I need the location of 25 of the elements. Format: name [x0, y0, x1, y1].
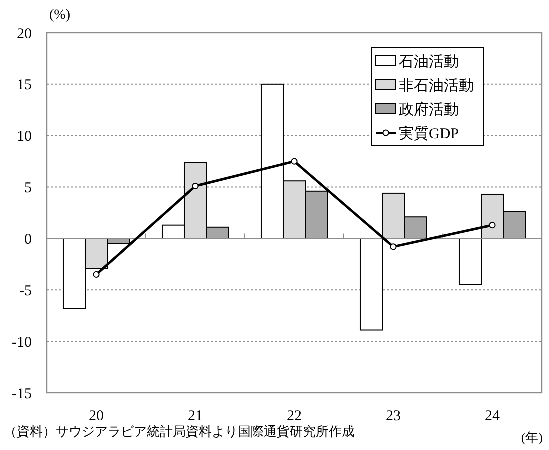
y-tick-label: 0	[24, 232, 32, 248]
x-tick-label: 20	[89, 408, 104, 424]
legend-label: 政府活動	[399, 101, 459, 118]
y-tick-label: 5	[24, 180, 32, 197]
point	[291, 158, 298, 165]
legend-label: 石油活動	[399, 53, 459, 70]
x-tick-label: 23	[386, 408, 401, 424]
point	[93, 271, 100, 278]
x-tick-label: 24	[485, 408, 500, 424]
x-tick-label: 21	[188, 408, 203, 424]
y-tick-label: 15	[17, 78, 32, 94]
point	[390, 244, 397, 250]
point	[192, 182, 199, 190]
x-axis-title: (年)	[521, 430, 543, 445]
y-tick-label: 10	[17, 129, 32, 146]
y-tick-label: -15	[12, 386, 32, 402]
x-tick-label: 22	[287, 408, 302, 424]
y-tick-label: -5	[20, 283, 32, 300]
legend-label: 非石油活動	[399, 77, 474, 94]
y-axis-title: (%)	[50, 8, 71, 23]
legend-label: 実質GDP	[399, 125, 460, 142]
y-tick-label: -10	[12, 334, 32, 351]
point	[489, 222, 496, 229]
y-tick-label: 20	[17, 26, 32, 42]
text: （資料）サウジアラビア統計局資料より国際通貨研究所作成	[4, 424, 355, 439]
